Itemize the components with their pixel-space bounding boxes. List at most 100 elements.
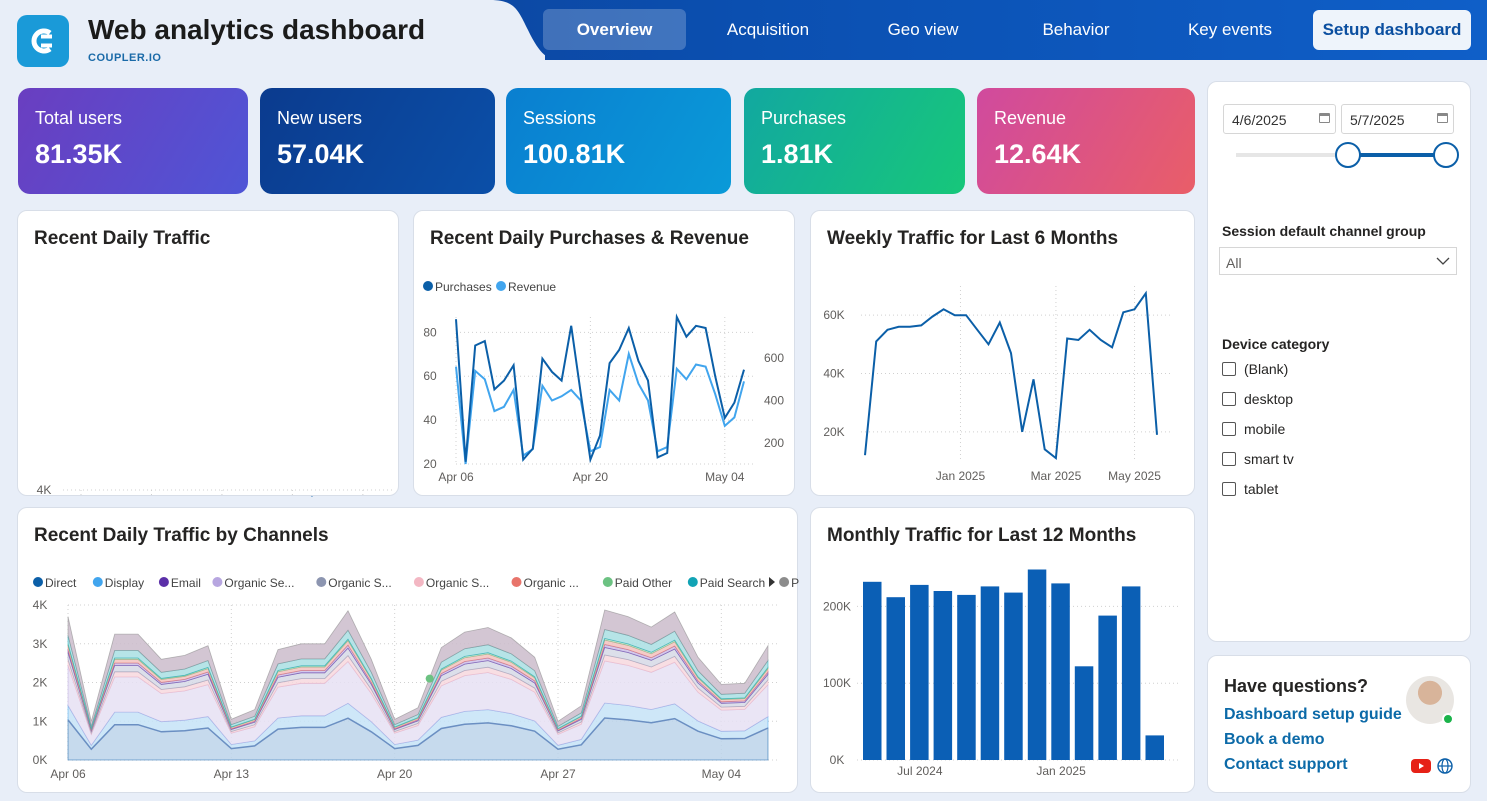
date-range-slider[interactable] — [1208, 135, 1472, 175]
x-tick-label: May 04 — [702, 767, 742, 781]
start-date-input[interactable]: 4/6/2025 — [1223, 104, 1336, 134]
youtube-icon[interactable] — [1411, 759, 1431, 773]
legend-label: Organic Se... — [224, 576, 294, 590]
monthly-bar — [1027, 569, 1047, 760]
monthly-bar — [1098, 615, 1117, 760]
start-date-value: 4/6/2025 — [1232, 112, 1287, 128]
y-tick-label: 40 — [423, 413, 437, 427]
panel-title: Weekly Traffic for Last 6 Months — [827, 228, 1119, 249]
legend-marker — [212, 577, 223, 587]
app-title: Web analytics dashboard — [88, 14, 426, 45]
checkbox[interactable] — [1222, 362, 1236, 376]
x-tick-label: Apr 27 — [540, 767, 576, 781]
checkbox[interactable] — [1222, 392, 1236, 406]
tab-key-events[interactable]: Key events — [1187, 19, 1273, 39]
legend-marker — [158, 577, 169, 587]
purchases-revenue-chart: Purchases Revenue 20 40 60 80 200 400 600 Apr 06 A… — [423, 280, 784, 484]
y2-tick-label: 600 — [764, 351, 784, 365]
device-option-label: mobile — [1244, 421, 1286, 437]
weekly-traffic-panel: Weekly Traffic for Last 6 Months 20K 40K 6… — [810, 210, 1195, 496]
book-demo-link[interactable]: Book a demo — [1224, 731, 1325, 748]
monthly-bar — [863, 581, 882, 760]
y2-tick-label: 200 — [764, 436, 784, 450]
kpi-value: 1.81K — [761, 139, 834, 169]
x-tick-label: Apr 06 — [438, 470, 474, 484]
end-date-value: 5/7/2025 — [1350, 112, 1405, 128]
monthly-bar — [957, 594, 976, 760]
kpi-label: Total users — [35, 108, 123, 128]
kpi-revenue: Revenue 12.64K — [977, 88, 1195, 194]
slider-start-handle[interactable] — [1335, 142, 1361, 168]
purchases-revenue-panel: Recent Daily Purchases & Revenue Purchas… — [413, 210, 795, 496]
y-tick-label: 1K — [33, 714, 48, 728]
end-date-input[interactable]: 5/7/2025 — [1341, 104, 1454, 134]
kpi-label: Purchases — [761, 108, 847, 128]
y-tick-label: 2K — [33, 676, 48, 690]
setup-dashboard-button[interactable]: Setup dashboard — [1313, 10, 1471, 50]
filter-panel: 4/6/2025 5/7/2025 Session default channe… — [1207, 81, 1471, 642]
x-tick-label: Apr 13 — [214, 767, 250, 781]
slider-end-handle[interactable] — [1433, 142, 1459, 168]
monthly-bar — [1145, 735, 1164, 760]
y-tick-label: 0K — [830, 753, 845, 767]
panel-title: Recent Daily Purchases & Revenue — [430, 228, 749, 249]
checkbox[interactable] — [1222, 452, 1236, 466]
help-title: Have questions? — [1224, 676, 1369, 696]
legend-marker — [511, 577, 522, 587]
legend-marker — [413, 577, 424, 587]
monthly-bar — [1121, 586, 1141, 760]
weekly-traffic-line — [864, 290, 1158, 461]
x-tick-label: Mar 2025 — [1031, 469, 1082, 483]
device-option-mobile[interactable]: mobile — [1222, 421, 1285, 437]
app-subtitle: COUPLER.IO — [88, 52, 162, 64]
legend-marker — [92, 577, 103, 587]
device-option-label: (Blank) — [1244, 361, 1289, 377]
legend-label: Display — [105, 576, 144, 590]
device-option-label: tablet — [1244, 481, 1279, 497]
monthly-bar — [910, 584, 929, 760]
legend-marker — [779, 577, 790, 587]
chevron-down-icon — [1436, 257, 1450, 265]
device-option-desktop[interactable]: desktop — [1222, 391, 1293, 407]
device-option-label: smart tv — [1244, 451, 1294, 467]
y-tick-label: 80 — [423, 325, 437, 339]
device-option-blank[interactable]: (Blank) — [1222, 361, 1288, 377]
setup-guide-link[interactable]: Dashboard setup guide — [1224, 706, 1402, 723]
kpi-label: New users — [277, 108, 363, 128]
legend-revenue-label: Revenue — [508, 280, 556, 294]
monthly-traffic-chart: 0K 100K 200K Jul 2024 Jan 2025 — [823, 569, 1181, 778]
direct-channel-line — [67, 717, 769, 751]
y-tick-label: 200K — [823, 599, 851, 613]
legend-marker — [316, 577, 327, 587]
x-tick-label: Jan 2025 — [936, 469, 986, 483]
y-tick-label: 0K — [33, 753, 48, 767]
y-tick-label: 4K — [37, 483, 52, 497]
checkbox[interactable] — [1222, 422, 1236, 436]
calendar-icon[interactable] — [1437, 113, 1448, 123]
checkbox[interactable] — [1222, 482, 1236, 496]
tab-acquisition[interactable]: Acquisition — [726, 19, 810, 39]
monthly-bar — [980, 586, 1000, 760]
device-option-tablet[interactable]: tablet — [1222, 481, 1278, 497]
legend-purchases-label: Purchases — [435, 280, 492, 294]
device-option-smart-tv[interactable]: smart tv — [1222, 451, 1294, 467]
legend-marker — [602, 577, 613, 587]
purchases-line — [455, 313, 745, 464]
contact-support-link[interactable]: Contact support — [1224, 756, 1348, 773]
device-filter-label: Device category — [1222, 336, 1330, 352]
x-tick-label: Apr 06 — [50, 767, 86, 781]
x-tick-label: Apr 20 — [377, 767, 413, 781]
panel-title: Monthly Traffic for Last 12 Months — [827, 525, 1137, 546]
x-tick-label: Jul 2024 — [897, 764, 943, 778]
legend-label: Email — [171, 576, 201, 590]
tab-geo-view[interactable]: Geo view — [887, 19, 959, 39]
x-tick-label: May 04 — [705, 470, 745, 484]
tab-behavior[interactable]: Behavior — [1042, 19, 1110, 39]
kpi-value: 57.04K — [277, 139, 365, 169]
globe-icon[interactable] — [1437, 758, 1453, 774]
channel-dropdown[interactable]: All — [1219, 247, 1457, 275]
panel-title: Recent Daily Traffic by Channels — [34, 525, 329, 546]
tab-overview[interactable]: Overview — [543, 9, 686, 50]
legend-marker — [687, 577, 698, 587]
calendar-icon[interactable] — [1319, 113, 1330, 123]
